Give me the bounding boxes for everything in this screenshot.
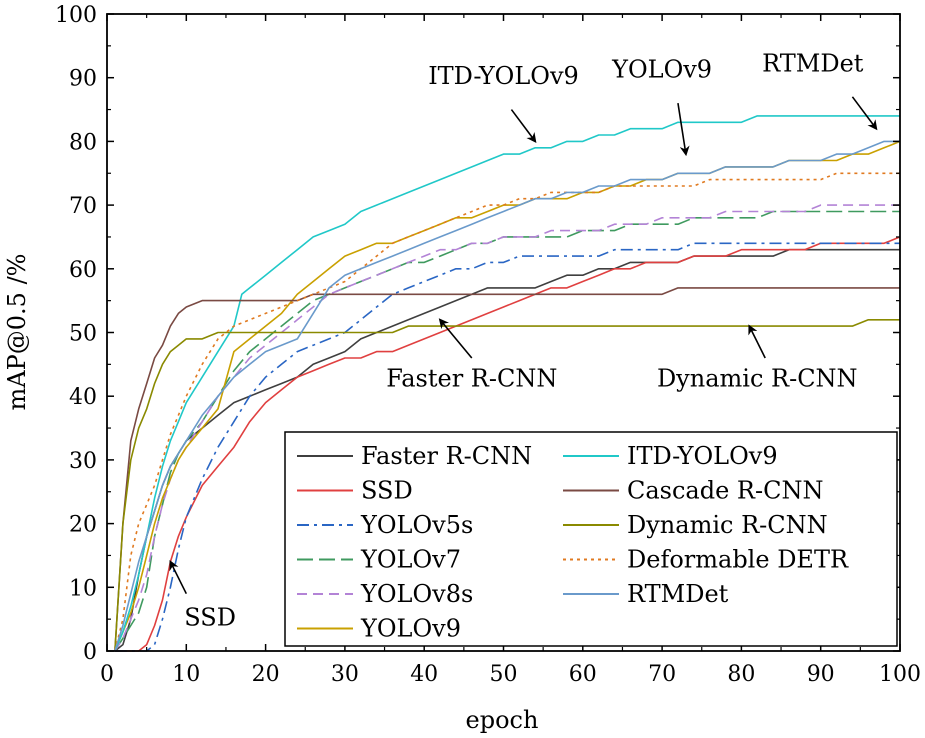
annotation-label-dynamic-r-cnn: Dynamic R-CNN (657, 365, 858, 393)
series-line-itd-yolov9 (114, 115, 900, 652)
legend-label-yolov5s: YOLOv5s (360, 511, 473, 539)
annotations: ITD-YOLOv9 YOLOv9 RTMDet Faster R-CNN Dynami… (169, 49, 878, 632)
y-tick-label: 60 (69, 258, 97, 283)
series-line-cascade-r-cnn (114, 287, 900, 652)
legend-label-rtmdet: RTMDet (627, 580, 729, 608)
x-axis-title: epoch (466, 706, 539, 734)
x-tick-label: 60 (569, 662, 597, 687)
y-tick-label: 20 (69, 513, 97, 538)
legend-label-itd-yolov9: ITD-YOLOv9 (627, 442, 778, 470)
annotation-label-faster-r-cnn: Faster R-CNN (386, 365, 557, 393)
legend-label-yolov9: YOLOv9 (360, 615, 461, 643)
y-axis-title: mAP@0.5 /% (3, 254, 31, 411)
y-tick-label: 50 (69, 322, 97, 347)
series-line-deformable-detr (114, 172, 900, 652)
x-tick-label: 30 (331, 662, 359, 687)
annotation-arrow (677, 103, 690, 157)
annotation-label-yolov9: YOLOv9 (611, 56, 712, 84)
x-tick-label: 90 (807, 662, 835, 687)
axes: 0 10 20 30 40 50 60 70 80 90 100 0 10 20 30 40 50 60 70 80 9… (55, 3, 921, 687)
y-tick-label: 30 (69, 449, 97, 474)
x-tick-label: 40 (410, 662, 438, 687)
annotation-label-ssd: SSD (184, 604, 236, 632)
legend-label-ssd: SSD (361, 477, 413, 505)
legend-label-yolov7: YOLOv7 (360, 546, 461, 574)
legend-label-dynamic-r-cnn: Dynamic R-CNN (627, 511, 828, 539)
x-tick-label: 10 (172, 662, 200, 687)
annotation-arrow (748, 324, 766, 359)
annotation-label-rtmdet: RTMDet (762, 49, 864, 77)
legend-box (284, 431, 898, 647)
y-tick-label: 10 (69, 576, 97, 601)
annotation-arrow (510, 109, 537, 144)
series-line-ssd (114, 236, 901, 652)
annotation-label-itd-yolov9: ITD-YOLOv9 (428, 62, 579, 90)
legend: Faster R-CNN SSD YOLOv5s YOLOv7 YOLOv8s YOLOv… (284, 431, 898, 647)
series-line-yolov5s (114, 242, 900, 652)
legend-label-cascade-r-cnn: Cascade R-CNN (627, 477, 823, 505)
y-tick-label: 40 (69, 385, 97, 410)
y-tick-label: 70 (69, 194, 97, 219)
x-tick-label: 100 (879, 662, 921, 687)
y-tick-label: 90 (69, 67, 97, 92)
x-tick-label: 80 (727, 662, 755, 687)
legend-label-faster-r-cnn: Faster R-CNN (361, 442, 532, 470)
x-tick-label: 70 (648, 662, 676, 687)
annotation-arrow (851, 96, 878, 131)
series-layer (114, 115, 901, 652)
x-tick-label: 20 (252, 662, 280, 687)
series-line-rtmdet (114, 140, 900, 652)
legend-label-yolov8s: YOLOv8s (360, 580, 473, 608)
x-tick-label: 0 (100, 662, 114, 687)
y-tick-label: 0 (83, 640, 97, 665)
legend-label-deformable-detr: Deformable DETR (627, 546, 849, 574)
x-tick-label: 50 (490, 662, 518, 687)
y-tick-label: 80 (69, 130, 97, 155)
annotation-arrow (169, 560, 188, 595)
annotation-arrow (438, 318, 473, 359)
y-tick-label: 100 (55, 3, 97, 28)
